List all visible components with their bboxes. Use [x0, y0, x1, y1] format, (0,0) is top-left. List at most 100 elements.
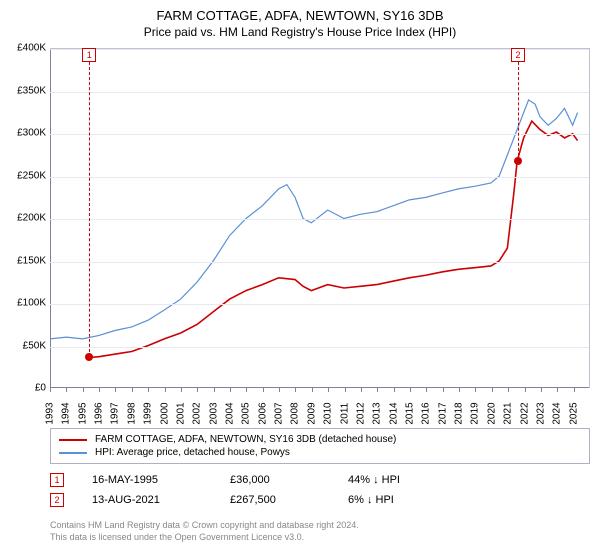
x-tick-label: 2017 — [437, 402, 448, 424]
x-tick — [541, 388, 542, 392]
x-tick-label: 2011 — [339, 403, 350, 425]
x-tick-label: 2014 — [388, 402, 399, 424]
data-point-num: 1 — [50, 473, 64, 487]
marker-box: 1 — [82, 48, 96, 62]
x-tick-label: 2005 — [241, 402, 252, 424]
x-tick-label: 2009 — [306, 402, 317, 424]
gridline-h — [50, 219, 589, 220]
x-tick-label: 2020 — [486, 402, 497, 424]
x-tick — [557, 388, 558, 392]
marker-box: 2 — [511, 48, 525, 62]
gridline-h — [50, 49, 589, 50]
x-tick — [295, 388, 296, 392]
footer-line-1: Contains HM Land Registry data © Crown c… — [50, 520, 590, 532]
x-tick-label: 2001 — [175, 402, 186, 424]
data-point-row: 2 13-AUG-2021 £267,500 6% ↓ HPI — [50, 490, 590, 510]
x-tick-label: 2006 — [257, 402, 268, 424]
x-tick — [525, 388, 526, 392]
x-tick — [115, 388, 116, 392]
y-tick-label: £300K — [17, 128, 46, 139]
x-tick — [99, 388, 100, 392]
data-point-delta: 6% ↓ HPI — [348, 494, 458, 506]
chart-subtitle: Price paid vs. HM Land Registry's House … — [0, 23, 600, 39]
x-tick — [361, 388, 362, 392]
x-tick-label: 2016 — [421, 402, 432, 424]
x-tick-label: 2000 — [159, 402, 170, 424]
y-tick-label: £150K — [17, 255, 46, 266]
plot-area — [50, 48, 590, 388]
legend-swatch — [59, 452, 87, 454]
x-tick — [263, 388, 264, 392]
x-tick-label: 2022 — [519, 402, 530, 424]
x-tick-label: 1993 — [45, 402, 56, 424]
x-tick-label: 1994 — [61, 402, 72, 424]
y-tick-label: £0 — [35, 383, 46, 394]
x-tick-label: 2025 — [568, 402, 579, 424]
y-tick-label: £350K — [17, 85, 46, 96]
y-tick-label: £250K — [17, 170, 46, 181]
x-tick — [165, 388, 166, 392]
x-tick — [83, 388, 84, 392]
x-tick — [475, 388, 476, 392]
x-tick — [377, 388, 378, 392]
x-tick — [279, 388, 280, 392]
gridline-h — [50, 134, 589, 135]
x-tick-label: 2003 — [208, 402, 219, 424]
x-tick — [508, 388, 509, 392]
x-tick — [492, 388, 493, 392]
marker-dot — [514, 157, 522, 165]
x-tick — [246, 388, 247, 392]
data-point-num: 2 — [50, 493, 64, 507]
marker-line — [518, 62, 519, 161]
data-point-price: £267,500 — [230, 494, 320, 506]
gridline-h — [50, 347, 589, 348]
footer-attribution: Contains HM Land Registry data © Crown c… — [50, 520, 590, 543]
chart-title: FARM COTTAGE, ADFA, NEWTOWN, SY16 3DB — [0, 0, 600, 23]
x-tick — [459, 388, 460, 392]
x-tick-label: 2010 — [323, 402, 334, 424]
x-tick-label: 2021 — [503, 402, 514, 424]
legend-box: FARM COTTAGE, ADFA, NEWTOWN, SY16 3DB (d… — [50, 428, 590, 464]
data-point-price: £36,000 — [230, 474, 320, 486]
data-point-date: 16-MAY-1995 — [92, 474, 202, 486]
y-tick-label: £200K — [17, 213, 46, 224]
x-tick — [148, 388, 149, 392]
x-tick-label: 2024 — [552, 402, 563, 424]
data-point-row: 1 16-MAY-1995 £36,000 44% ↓ HPI — [50, 470, 590, 490]
gridline-h — [50, 92, 589, 93]
x-tick-label: 2019 — [470, 402, 481, 424]
legend-swatch — [59, 439, 87, 441]
x-tick-label: 2023 — [535, 402, 546, 424]
x-tick-label: 1996 — [94, 402, 105, 424]
x-tick — [394, 388, 395, 392]
x-tick — [426, 388, 427, 392]
x-tick — [197, 388, 198, 392]
gridline-h — [50, 262, 589, 263]
legend-row: FARM COTTAGE, ADFA, NEWTOWN, SY16 3DB (d… — [59, 433, 581, 446]
legend-label: HPI: Average price, detached house, Powy… — [95, 447, 290, 458]
data-points-list: 1 16-MAY-1995 £36,000 44% ↓ HPI 2 13-AUG-2021… — [50, 470, 590, 510]
legend-row: HPI: Average price, detached house, Powy… — [59, 446, 581, 459]
x-tick-label: 2008 — [290, 402, 301, 424]
x-tick — [574, 388, 575, 392]
x-tick — [214, 388, 215, 392]
legend-label: FARM COTTAGE, ADFA, NEWTOWN, SY16 3DB (d… — [95, 434, 396, 445]
data-point-delta: 44% ↓ HPI — [348, 474, 458, 486]
x-tick-label: 2004 — [225, 402, 236, 424]
x-tick-label: 2002 — [192, 402, 203, 424]
x-tick-label: 2013 — [372, 402, 383, 424]
x-tick — [132, 388, 133, 392]
data-point-date: 13-AUG-2021 — [92, 494, 202, 506]
series-line — [89, 121, 577, 357]
footer-line-2: This data is licensed under the Open Gov… — [50, 532, 590, 544]
x-tick — [345, 388, 346, 392]
marker-dot — [85, 353, 93, 361]
x-tick-label: 1997 — [110, 402, 121, 424]
y-tick-label: £50K — [23, 340, 46, 351]
gridline-h — [50, 177, 589, 178]
x-tick-label: 1995 — [77, 402, 88, 424]
x-tick — [312, 388, 313, 392]
x-tick-label: 2015 — [405, 402, 416, 424]
x-tick — [181, 388, 182, 392]
x-tick — [66, 388, 67, 392]
